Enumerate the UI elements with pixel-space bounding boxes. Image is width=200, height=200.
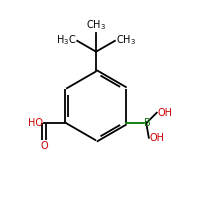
Text: O: O [41,141,48,151]
Text: OH: OH [149,133,164,143]
Text: OH: OH [157,108,172,118]
Text: HO: HO [28,118,43,128]
Text: H$_3$C: H$_3$C [56,34,76,47]
Text: CH$_3$: CH$_3$ [116,34,136,47]
Text: CH$_3$: CH$_3$ [86,18,106,32]
Text: B: B [144,118,151,128]
